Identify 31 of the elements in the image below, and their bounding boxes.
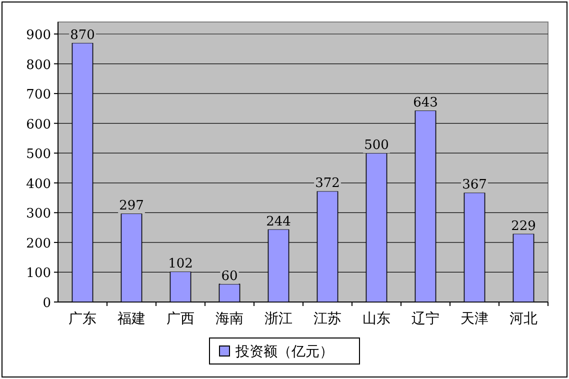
y-tick-label: 300: [26, 206, 51, 222]
y-tick-label: 200: [26, 236, 51, 252]
data-label: 297: [119, 198, 144, 214]
y-tick-label: 800: [26, 58, 51, 73]
y-tick-label: 0: [42, 296, 51, 311]
x-tick-label: 天津: [460, 311, 488, 327]
x-tick-label: 海南: [216, 311, 244, 327]
x-tick-label: 浙江: [264, 311, 292, 327]
data-label: 244: [266, 214, 291, 230]
y-tick-label: 900: [26, 28, 51, 43]
x-tick-label: 江苏: [314, 311, 342, 327]
x-tick-label: 福建: [118, 311, 146, 327]
y-tick-label: 600: [26, 117, 51, 132]
data-label: 102: [168, 256, 193, 272]
x-tick-label: 广西: [166, 311, 194, 327]
x-tick-label: 河北: [510, 311, 538, 327]
x-tick-label: 辽宁: [412, 311, 440, 327]
x-tick-label: 广东: [68, 311, 96, 327]
y-tick-label: 500: [26, 147, 51, 162]
y-tick-label: 400: [26, 176, 51, 192]
legend-label: 投资额（亿元）: [234, 344, 334, 360]
data-label: 367: [462, 178, 487, 193]
data-label: 870: [70, 28, 95, 43]
data-label: 229: [511, 218, 536, 234]
data-label: 372: [315, 176, 340, 192]
data-label: 60: [221, 269, 238, 284]
data-label: 500: [364, 138, 389, 154]
x-tick-label: 山东: [362, 311, 390, 327]
data-label: 643: [413, 96, 438, 111]
y-tick-label: 100: [26, 266, 51, 282]
y-tick-label: 700: [26, 88, 51, 103]
